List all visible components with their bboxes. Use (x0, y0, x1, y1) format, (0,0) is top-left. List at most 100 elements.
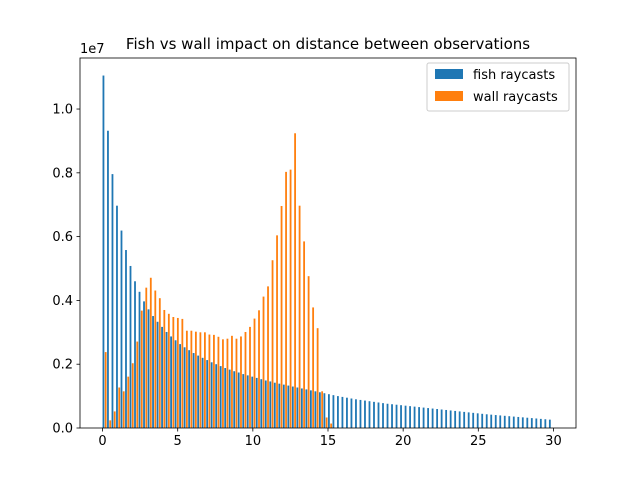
bar (535, 418, 538, 428)
bar (282, 384, 285, 428)
bar (449, 410, 452, 428)
bar (113, 411, 116, 428)
bar (125, 250, 127, 428)
x-tick-label: 15 (320, 434, 337, 449)
bar (300, 388, 303, 428)
legend-label: wall raycasts (473, 90, 558, 105)
legend-label: fish raycasts (473, 68, 555, 83)
bar (328, 394, 330, 428)
bar (170, 336, 172, 428)
bar (526, 417, 529, 428)
bar (149, 277, 152, 428)
chart-title: Fish vs wall impact on distance between … (126, 35, 530, 53)
bar (136, 341, 139, 428)
bar (213, 334, 215, 428)
bar (323, 393, 326, 428)
bar (111, 174, 114, 428)
bar (454, 410, 457, 428)
bar (481, 413, 484, 428)
bar (116, 205, 118, 428)
bar (289, 169, 292, 428)
bar (539, 418, 542, 428)
bar (237, 372, 240, 428)
bar (485, 414, 488, 428)
bar (312, 307, 315, 428)
x-tick-label: 25 (470, 434, 487, 449)
bar (197, 355, 200, 428)
bar (548, 419, 551, 428)
bar (131, 363, 134, 428)
bar (183, 347, 186, 428)
bar (224, 368, 227, 428)
bar (147, 309, 150, 428)
bar (190, 330, 193, 428)
bar (255, 377, 258, 428)
bar (494, 415, 497, 428)
bar (258, 310, 260, 428)
bar (445, 409, 448, 428)
bar (422, 407, 425, 428)
y-tick-label: 0.8 (52, 166, 73, 181)
bar (156, 321, 159, 428)
bar (185, 330, 188, 428)
bar (517, 416, 520, 428)
bar (201, 357, 204, 428)
bar (330, 423, 333, 428)
bar (102, 75, 105, 429)
bar (404, 405, 407, 428)
bar (463, 411, 466, 428)
bar (134, 281, 136, 428)
bar (413, 406, 416, 428)
bar (440, 409, 443, 428)
bar (382, 403, 384, 428)
bar (530, 418, 533, 428)
bar (377, 402, 380, 428)
bar (395, 404, 398, 428)
bar (118, 387, 121, 428)
axes-group: 0 5 10 15 20 25 30 0.0 0.2 0.4 0.6 0.8 1.0 (52, 57, 577, 449)
bar (188, 350, 191, 428)
bar (163, 309, 166, 428)
bar (512, 416, 515, 428)
bar (152, 316, 154, 428)
bar (176, 317, 179, 428)
bar (226, 338, 229, 428)
bar (222, 339, 224, 428)
bar (127, 376, 130, 428)
bar (296, 387, 299, 428)
bar (181, 318, 184, 428)
bar (276, 235, 278, 428)
bar (120, 230, 123, 428)
bar (544, 419, 547, 428)
bar (140, 310, 143, 428)
bar (337, 396, 339, 428)
bar (107, 130, 109, 429)
bar (264, 380, 267, 428)
bar (307, 276, 310, 428)
bar (122, 391, 125, 428)
bar (521, 417, 524, 428)
bar (359, 399, 362, 428)
bar (364, 400, 366, 428)
bar (467, 412, 470, 428)
y-tick-label: 0.4 (52, 294, 73, 309)
bar (262, 296, 265, 428)
bars-group (102, 75, 551, 429)
x-tick-label: 5 (174, 434, 182, 449)
bar (208, 334, 211, 428)
bar (249, 326, 251, 428)
bar (242, 374, 245, 428)
bar (298, 205, 301, 428)
bar (219, 366, 222, 428)
y-tick-label: 0.0 (52, 422, 73, 437)
bar (508, 416, 511, 428)
bar (143, 301, 145, 428)
bar (303, 241, 306, 428)
x-tick-label: 0 (98, 434, 106, 449)
bar (269, 381, 272, 428)
bar (309, 390, 312, 428)
bar (314, 391, 317, 428)
x-tick-label: 10 (245, 434, 262, 449)
bar (280, 206, 283, 428)
bar (472, 412, 475, 428)
